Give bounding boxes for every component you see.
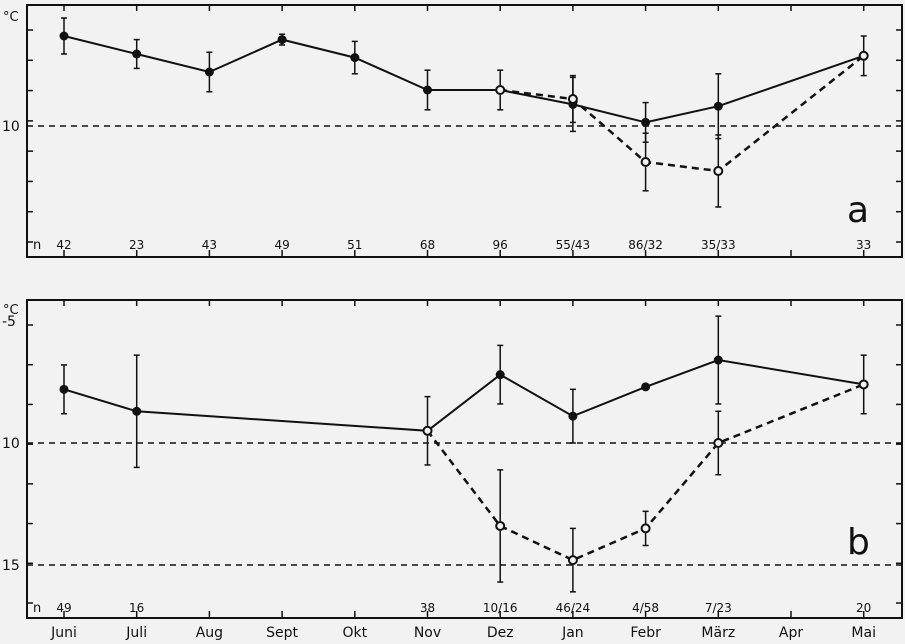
panel-b-n-label: 4/58 (632, 601, 659, 615)
panel-b-y-tick-label: 15 (2, 558, 20, 574)
panel-a-point-filled (641, 117, 651, 127)
panel-b-point-filled (568, 411, 578, 421)
panel-a-unit-label: °C (3, 10, 19, 25)
panel-b-point-open (422, 425, 433, 436)
x-tick-label-2: Juli (125, 625, 147, 641)
panel-b-n-label: 49 (56, 601, 71, 615)
panel-a-n-label: 51 (347, 238, 362, 252)
x-tick-label-11: Apr (779, 625, 803, 641)
panel-b-series-solid-line (63, 358, 864, 432)
panel-a-point-filled (713, 101, 723, 111)
x-tick-label-7: Dez (487, 625, 514, 641)
x-tick-label-1: Juni (50, 625, 77, 641)
panel-b-n-prefix: n (33, 601, 41, 616)
panel-a-point-open (713, 166, 724, 176)
panel-a-point-open (567, 94, 578, 104)
panel-a-n-label: 42 (56, 238, 71, 252)
panel-a-n-label: 35/33 (701, 238, 736, 252)
panel-a-point-filled (59, 31, 69, 41)
panel-a-point-filled (132, 49, 142, 59)
panel-b-y-tick-label: 10 (2, 436, 20, 452)
panel-b-point-filled (641, 382, 651, 392)
panel-b-n-label: 46/24 (556, 601, 591, 615)
x-tick-label-9: Febr (630, 625, 661, 641)
panel-b-y-tick-label: -5 (2, 314, 16, 330)
panel-b-point-open (858, 379, 869, 390)
panel-b-point-filled (495, 370, 505, 380)
panel-a-point-filled (204, 67, 214, 77)
panel-b-point-open (640, 523, 651, 534)
panel-a-point-open (858, 50, 869, 61)
panel-a-n-label: 33 (856, 238, 871, 252)
panel-b-n-label: 10/16 (483, 601, 518, 615)
panel-a-point-filled (350, 53, 360, 63)
x-tick-label-12: Mai (851, 625, 876, 641)
panel-a-n-label: 43 (202, 238, 217, 252)
panel-a-n-label: 68 (420, 238, 435, 252)
x-tick-label-3: Aug (196, 625, 223, 641)
panel-a-y-tick-label: 10 (2, 119, 20, 135)
panel-b-point-filled (132, 406, 142, 416)
panel-b-point-open (495, 520, 506, 531)
x-tick-label-4: Sept (266, 625, 298, 641)
x-tick-label-6: Nov (414, 625, 441, 641)
panel-b-n-label: 20 (856, 601, 871, 615)
panel-a-n-label: 23 (129, 238, 144, 252)
x-tick-label-8: Jan (561, 625, 584, 641)
panel-a-n-label: 86/32 (628, 238, 663, 252)
panel-b-point-filled (59, 384, 69, 394)
panel-a-n-label: 49 (274, 238, 289, 252)
panel-a-point-filled (277, 35, 287, 45)
x-tick-label-10: März (701, 625, 735, 641)
panel-b-frame (26, 299, 903, 619)
panel-b-point-filled (713, 355, 723, 365)
panel-a-series-solid-line (63, 35, 865, 124)
panel-b-unit-label: °C (3, 303, 19, 318)
panel-b-letter: b (847, 522, 870, 563)
panel-b-point-open (567, 555, 578, 566)
panel-a-n-prefix: n (33, 238, 41, 253)
panel-b-n-label: 16 (129, 601, 144, 615)
panel-b-n-label: 38 (420, 601, 435, 615)
panel-a-n-label: 55/43 (556, 238, 591, 252)
panel-a-point-filled (423, 85, 432, 95)
panel-a-n-label: 96 (493, 238, 508, 252)
x-tick-label-5: Okt (342, 625, 367, 641)
panel-a-letter: a (847, 190, 869, 231)
panel-b-point-open (713, 438, 724, 448)
panel-b-n-label: 7/23 (705, 601, 732, 615)
panel-a-point-open (495, 85, 506, 95)
panel-a-point-open (640, 157, 651, 167)
panel-a-frame (26, 4, 903, 258)
panel-b-series-dashed-line (426, 383, 865, 562)
